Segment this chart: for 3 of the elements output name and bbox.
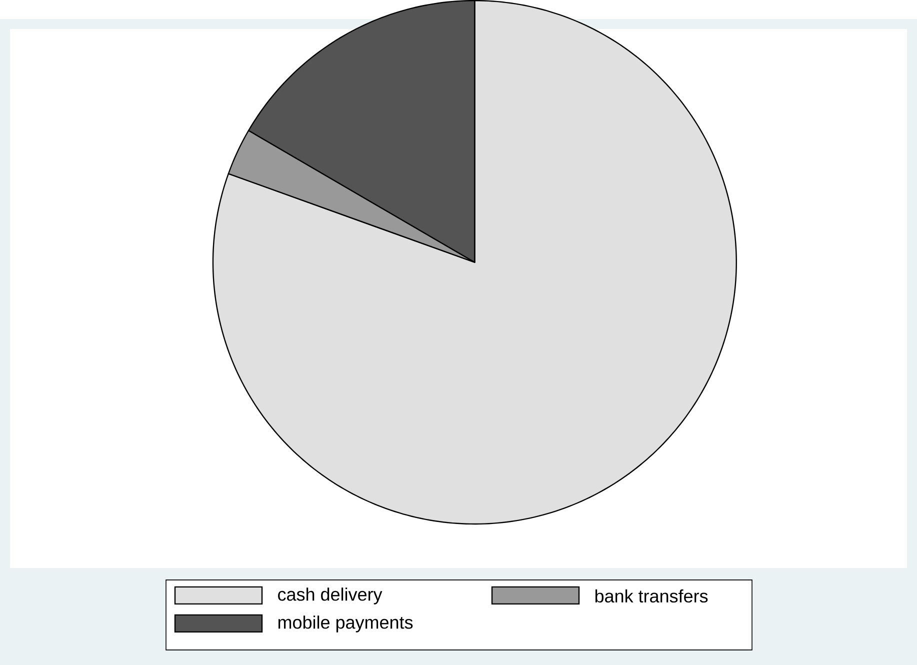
legend-label: cash delivery xyxy=(278,588,382,604)
legend-label: bank transfers xyxy=(595,589,708,603)
legend-label: mobile payments xyxy=(278,616,413,632)
